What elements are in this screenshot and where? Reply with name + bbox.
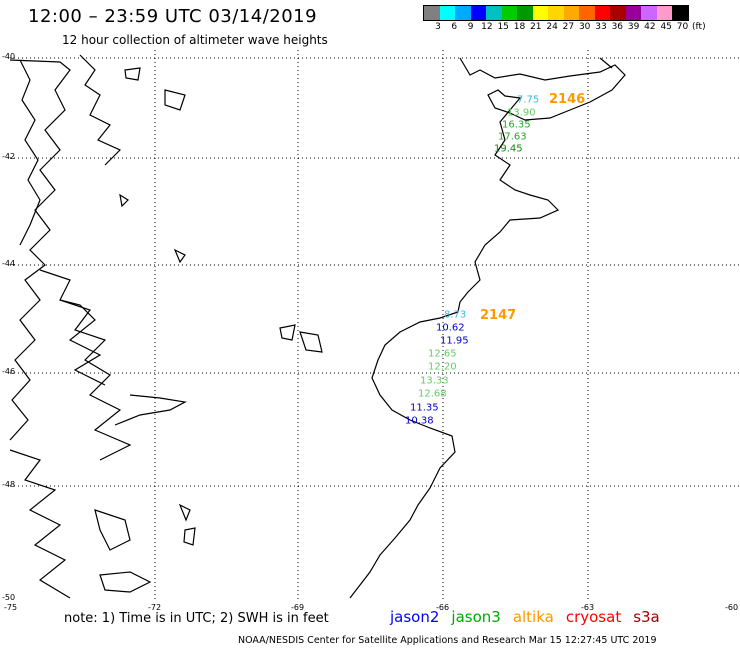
- pass-label-2147: 2147: [480, 308, 517, 323]
- scale-label: 27: [562, 22, 575, 32]
- wave-height-value: 11.95: [440, 335, 469, 347]
- lon-label-69: -69: [291, 603, 305, 612]
- scale-swatch: [470, 6, 486, 20]
- scale-swatch: [455, 6, 471, 20]
- scale-label: 42: [644, 22, 656, 32]
- wave-height-value: 10.62: [436, 322, 465, 334]
- scale-label: 36: [611, 22, 624, 32]
- scale-swatch: [486, 6, 502, 20]
- lat-label-40: -40: [2, 52, 16, 61]
- scale-swatch: [672, 6, 688, 20]
- legend-altika: altika: [512, 608, 554, 626]
- wave-height-value: 12.20: [428, 361, 457, 373]
- lon-label-72: -72: [148, 603, 162, 612]
- scale-label: 39: [627, 22, 640, 32]
- map-title: 12:00 – 23:59 UTC 03/14/2019: [28, 6, 318, 27]
- color-scale-bar: [423, 5, 689, 21]
- lon-label-66: -66: [436, 603, 450, 612]
- scale-swatch: [563, 6, 579, 20]
- scale-swatch: [548, 6, 564, 20]
- wave-height-value: 16.35: [502, 119, 531, 131]
- footer-credit: NOAA/NESDIS Center for Satellite Applica…: [238, 635, 657, 646]
- color-scale-labels: 3 6 9 12 15 18 21 24 27 30 33 36 39 42 45 70 (ft): [428, 22, 738, 34]
- lat-label-44: -44: [2, 259, 16, 268]
- scale-swatch: [501, 6, 517, 20]
- lat-label-48: -48: [2, 480, 16, 489]
- wave-height-value: 10.38: [405, 415, 434, 427]
- legend-cryosat: cryosat: [565, 608, 622, 626]
- lat-lon-grid: [10, 50, 740, 600]
- scale-swatch: [424, 6, 440, 20]
- wave-height-value: 13.33: [420, 375, 449, 387]
- scale-swatch: [625, 6, 641, 20]
- map-subtitle: 12 hour collection of altimeter wave hei…: [62, 33, 328, 47]
- scale-label: 12: [481, 22, 493, 32]
- scale-label: 15: [497, 22, 509, 32]
- scale-swatch: [594, 6, 610, 20]
- lat-label-46: -46: [2, 367, 16, 376]
- scale-swatch: [641, 6, 657, 20]
- scale-label: 3: [435, 22, 441, 32]
- lon-label-75: -75: [4, 603, 18, 612]
- note-text: note: 1) Time is in UTC; 2) SWH is in fe…: [64, 611, 329, 626]
- scale-swatch: [610, 6, 626, 20]
- legend-jason3: jason3: [451, 608, 501, 626]
- lon-label-60: -60: [725, 603, 739, 612]
- coastline: [9, 54, 626, 599]
- scale-swatch: [532, 6, 548, 20]
- scale-label: 21: [530, 22, 542, 32]
- scale-swatch: [656, 6, 672, 20]
- pass-label-2146: 2146: [549, 92, 586, 107]
- scale-label: 30: [578, 22, 591, 32]
- scale-label: (ft): [692, 22, 706, 32]
- lat-label-42: -42: [2, 152, 16, 161]
- scale-label: 45: [660, 22, 672, 32]
- legend-s3a: s3a: [633, 608, 660, 626]
- wave-height-value: 11.35: [410, 402, 439, 414]
- satellite-legend: jason2 jason3 altika cryosat s3a: [390, 608, 672, 626]
- scale-swatch: [439, 6, 455, 20]
- wave-height-value: 7.75: [517, 94, 540, 106]
- scale-label: 24: [546, 22, 558, 32]
- wave-height-value: 12.68: [418, 388, 447, 400]
- scale-swatch: [579, 6, 595, 20]
- scale-label: 6: [451, 22, 458, 32]
- lon-label-63: -63: [581, 603, 595, 612]
- scale-label: 33: [595, 22, 607, 32]
- scale-label: 9: [467, 22, 474, 32]
- scale-swatch: [517, 6, 533, 20]
- wave-height-value: 19.45: [494, 143, 523, 155]
- legend-jason2: jason2: [390, 608, 440, 626]
- wave-height-value: 17.63: [498, 131, 527, 143]
- scale-label: 70: [676, 22, 689, 32]
- wave-height-value: 8.73: [444, 309, 467, 321]
- scale-label: 18: [513, 22, 526, 32]
- wave-height-value: 12.65: [428, 348, 457, 360]
- lat-label-50: -50: [2, 593, 16, 602]
- wave-height-value: 13.90: [507, 107, 536, 119]
